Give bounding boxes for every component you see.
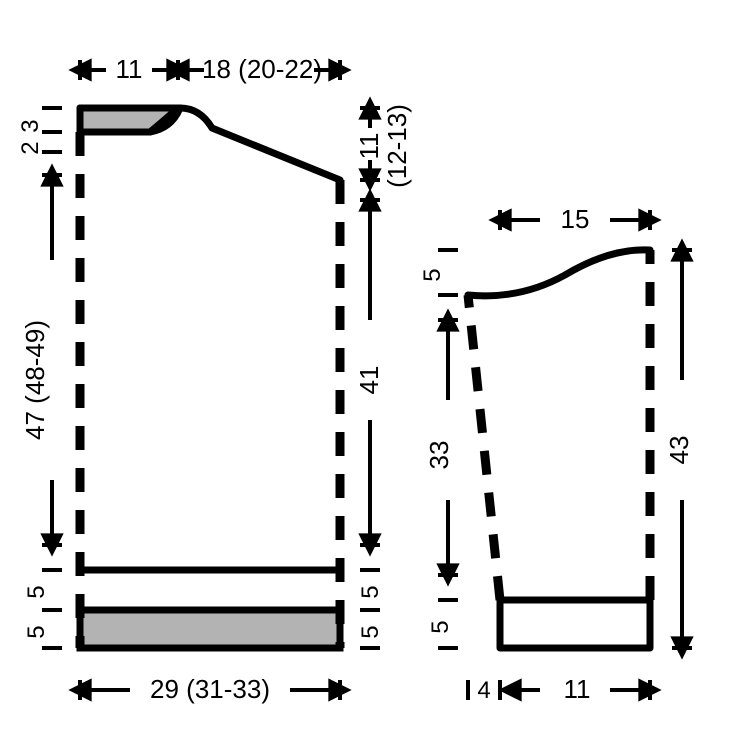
dim-sleeve-cap-label: 5: [419, 268, 446, 281]
dim-sleeve-bottom: [468, 680, 650, 700]
dim-body-collar: [42, 108, 62, 152]
sleeve-cap: [468, 250, 650, 296]
dim-body-neck-alt-label: (12-13): [382, 104, 412, 188]
sleeve-cuff: [500, 600, 650, 648]
dim-body-left-band-a-label: 5: [23, 585, 50, 598]
dim-body-top-right-label: 18 (20-22): [202, 54, 322, 84]
body-bottom-band: [80, 610, 340, 648]
dim-body-bottom-label: 29 (31-33): [150, 674, 270, 704]
sleeve-left-seam: [468, 295, 500, 600]
dim-sleeve-bottom-left-label: 4: [477, 677, 490, 704]
dim-body-left-band-b-label: 5: [23, 625, 50, 638]
dim-body-collar-a-label: 3: [17, 119, 44, 132]
dim-sleeve-right-label: 43: [664, 436, 694, 465]
dim-body-right-band-b-label: 5: [357, 625, 384, 638]
dim-body-right-band-a-label: 5: [357, 585, 384, 598]
dim-body-collar-b-label: 2: [17, 141, 44, 154]
dim-sleeve-left-label: 33: [424, 441, 454, 470]
dim-sleeve-bottom-right-label: 11: [564, 674, 591, 704]
dim-sleeve-cuff-label: 5: [427, 620, 454, 633]
dim-body-right-label: 41: [354, 366, 384, 395]
dim-sleeve-top-label: 15: [561, 204, 590, 234]
body-piece: [80, 108, 340, 648]
dim-body-neck-label: 11: [354, 133, 384, 160]
schematic-canvas: 11 18 (20-22) 3 2 47 (48-49) 5 5 11 (12-…: [0, 0, 736, 736]
dim-body-top-left-label: 11: [116, 54, 143, 84]
dim-body-left-label: 47 (48-49): [20, 320, 50, 440]
sleeve-piece: [468, 250, 650, 648]
